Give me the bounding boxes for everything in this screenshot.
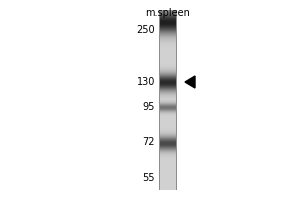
Text: 130: 130 bbox=[136, 77, 155, 87]
Text: 95: 95 bbox=[142, 102, 155, 112]
Polygon shape bbox=[185, 76, 195, 88]
Text: 55: 55 bbox=[142, 173, 155, 183]
Text: 72: 72 bbox=[142, 137, 155, 147]
Text: 250: 250 bbox=[136, 25, 155, 35]
Text: m.spleen: m.spleen bbox=[146, 8, 190, 18]
